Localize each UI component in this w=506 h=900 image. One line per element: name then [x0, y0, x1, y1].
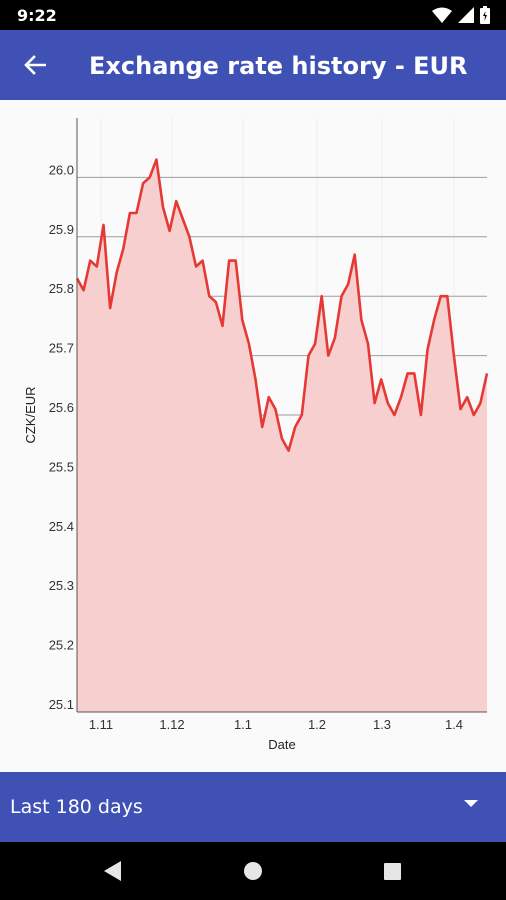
- wifi-icon: [432, 7, 452, 23]
- y-tick-label: 26.0: [49, 162, 74, 177]
- range-selector[interactable]: Last 180 days: [0, 772, 506, 842]
- x-tick-label: 1.11: [89, 717, 113, 732]
- range-selected-label: Last 180 days: [10, 796, 143, 818]
- nav-back-icon[interactable]: [104, 861, 121, 881]
- y-tick-label: 25.5: [49, 459, 74, 474]
- nav-recent-apps-icon[interactable]: [384, 863, 401, 880]
- arrow-left-icon: [24, 55, 46, 75]
- navigation-bar: [0, 842, 506, 900]
- signal-icon: [458, 7, 474, 23]
- series-area: [77, 159, 487, 713]
- triangle-down-icon[interactable]: [464, 800, 478, 807]
- y-tick-label: 25.3: [49, 578, 74, 593]
- series-line: [75, 158, 489, 452]
- back-button[interactable]: [14, 44, 56, 86]
- y-tick-label: 25.7: [49, 341, 74, 356]
- app-bar: Exchange rate history - EUR: [0, 30, 506, 100]
- y-tick-label: 25.9: [49, 222, 74, 237]
- y-tick-label: 25.6: [49, 400, 74, 415]
- status-bar: 9:22: [0, 0, 506, 30]
- nav-home-icon[interactable]: [244, 862, 262, 880]
- x-tick-label: 1.12: [159, 717, 184, 732]
- y-axis-label: CZK/EUR: [23, 386, 38, 443]
- y-tick-label: 25.8: [49, 281, 74, 296]
- x-tick-label: 1.2: [308, 717, 326, 732]
- y-tick-label: 25.1: [49, 697, 74, 712]
- page-title: Exchange rate history - EUR: [89, 52, 468, 80]
- x-tick-label: 1.4: [445, 717, 463, 732]
- y-tick-label: 25.4: [49, 519, 74, 534]
- x-axis-label: Date: [268, 737, 295, 752]
- chart-area: 25.1 25.2 25.3 25.4 25.5 25.6 25.7 25.8 25.9 26.0…: [0, 100, 506, 772]
- status-icons: [432, 5, 490, 25]
- y-tick-label: 25.2: [49, 638, 74, 653]
- x-tick-label: 1.3: [373, 717, 391, 732]
- x-tick-label: 1.1: [234, 717, 252, 732]
- status-time: 9:22: [17, 6, 57, 25]
- battery-icon: [480, 6, 490, 24]
- exchange-rate-chart: 25.1 25.2 25.3 25.4 25.5 25.6 25.7 25.8 25.9 26.0…: [23, 118, 489, 752]
